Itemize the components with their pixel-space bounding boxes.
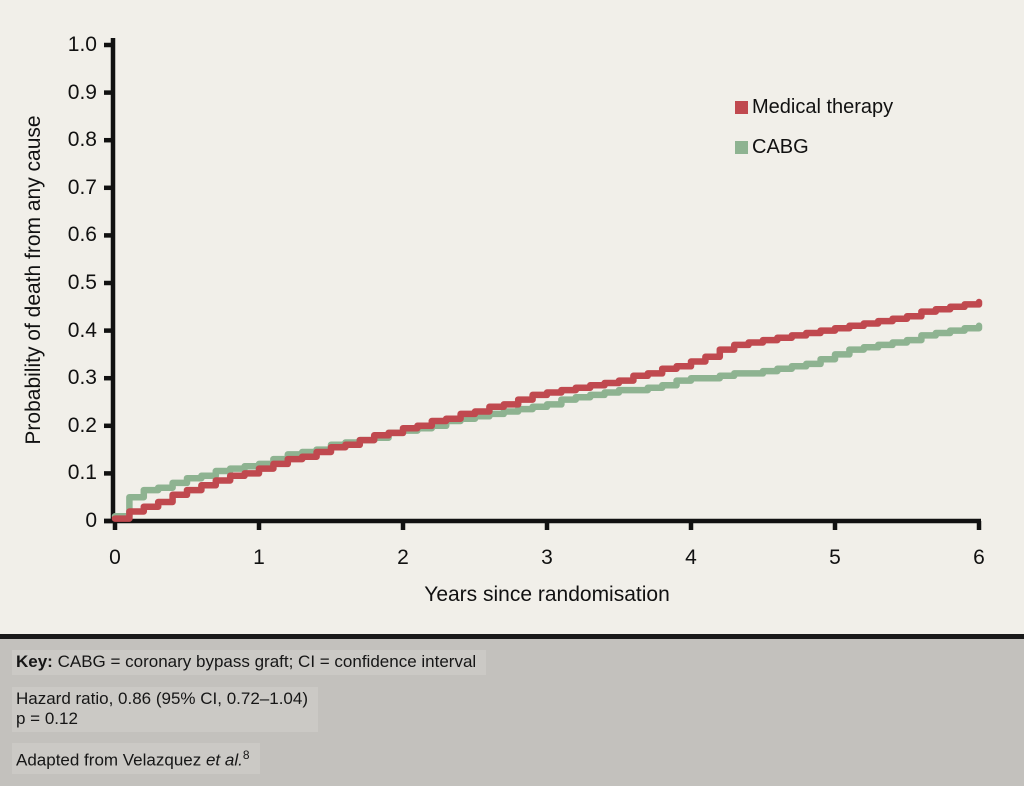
medical-therapy-swatch-icon [735, 100, 748, 114]
y-axis-title: Probability of death from any cause [22, 115, 45, 445]
chart-canvas [104, 38, 983, 530]
legend-item-cabg: CABG [735, 135, 809, 159]
y-tick-label: 0.6 [67, 223, 97, 247]
x-tick-label: 4 [685, 546, 697, 569]
x-axis-title: Years since randomisation [424, 583, 670, 606]
key-label: Key: [16, 652, 53, 671]
y-tick-label: 0.9 [67, 80, 97, 104]
y-tick-label: 1.0 [67, 33, 97, 56]
caption-panel: Key: CABG = coronary bypass graft; CI = … [0, 634, 1024, 786]
y-tick-label: 0.2 [67, 413, 97, 437]
key-text: CABG = coronary bypass graft; CI = confi… [52, 652, 477, 671]
cabg-swatch-icon [735, 140, 748, 154]
x-tick-label: 1 [253, 546, 265, 569]
curve-cabg [111, 322, 983, 520]
key-line: Key: CABG = coronary bypass graft; CI = … [12, 650, 1024, 675]
legend-label: CABG [752, 135, 809, 158]
source-reference-number: 8 [242, 748, 250, 762]
p-value-text: p = 0.12 [16, 709, 78, 728]
x-tick-label: 0 [109, 546, 121, 569]
source-line: Adapted from Velazquez et al.8 [12, 743, 1024, 774]
source-prefix: Adapted from Velazquez [16, 750, 206, 770]
y-tick-label: 0 [85, 509, 97, 532]
hazard-ratio-text: Hazard ratio, 0.86 (95% CI, 0.72–1.04) [16, 689, 308, 708]
legend-label: Medical therapy [752, 95, 894, 118]
y-tick-label: 0.3 [67, 366, 97, 390]
x-tick-label: 6 [973, 546, 985, 569]
curve-medical-therapy [111, 298, 983, 522]
x-tick-label: 5 [829, 546, 841, 569]
x-tick-label: 3 [541, 546, 553, 569]
source-etal: et al. [205, 750, 243, 770]
y-tick-label: 0.5 [67, 271, 97, 294]
stats-lines: Hazard ratio, 0.86 (95% CI, 0.72–1.04) p… [12, 687, 1024, 732]
y-tick-label: 0.8 [67, 128, 97, 152]
y-tick-label: 0.7 [67, 175, 97, 199]
legend-item-medical-therapy: Medical therapy [735, 95, 893, 119]
y-tick-label: 0.1 [67, 461, 97, 485]
y-tick-label: 0.4 [67, 318, 97, 342]
x-tick-label: 2 [397, 546, 409, 569]
